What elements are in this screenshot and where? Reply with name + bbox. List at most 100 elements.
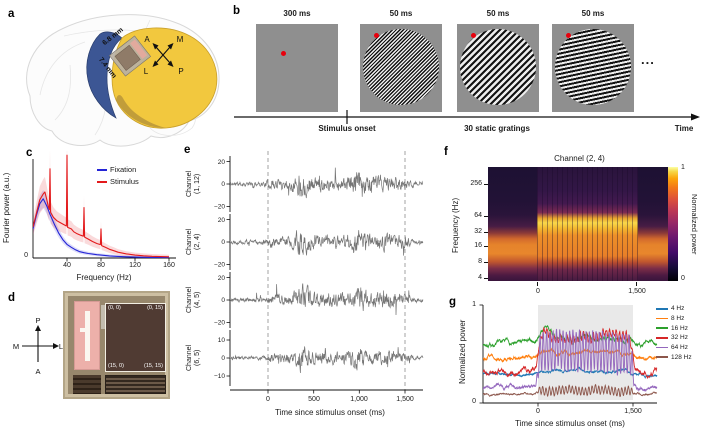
e-xtick-label: 0	[266, 396, 270, 403]
channel-word: Channel	[186, 286, 193, 314]
compass-l-label: L	[144, 67, 149, 76]
legend-swatch	[656, 337, 668, 339]
frame-duration-label: 50 ms	[581, 9, 605, 18]
chip-photograph: (0, 0) (0, 15) (15, 0) (15, 15)	[63, 291, 170, 399]
e-xtick-label: 1,500	[396, 396, 414, 403]
legend-item-4hz: 4 Hz	[656, 304, 692, 314]
e-xtick-label: 1,000	[350, 396, 368, 403]
grating-patch	[363, 29, 439, 105]
c-x-axis-label: Frequency (Hz)	[76, 273, 132, 282]
implant-chip	[108, 35, 152, 77]
legend-label: 128 Hz	[671, 353, 692, 361]
compass-p-label: P	[35, 316, 40, 325]
e-channel-label: Channel (1, 12)	[186, 156, 202, 212]
chip-slot	[85, 311, 90, 361]
gratings-count-label: 30 static gratings	[464, 124, 530, 133]
lfp-trace-3	[229, 346, 424, 374]
orientation-compass-d: P A M L	[13, 316, 63, 376]
f-ytick-mark	[484, 246, 488, 247]
legend-label: 4 Hz	[671, 305, 685, 313]
normalized-power-plot	[479, 304, 658, 407]
fixation-curve	[33, 198, 169, 258]
panel-label-f: f	[444, 146, 448, 158]
power-trace-128hz	[483, 383, 658, 398]
panel-label-c: c	[26, 147, 33, 159]
fixation-dot	[374, 33, 379, 38]
legend-swatch	[656, 327, 668, 330]
lfp-traces-plot: 20 0 −20 20 0 −20 20 0 −20 10 0 −10	[214, 151, 424, 394]
legend-swatch	[656, 317, 668, 320]
legend-item-32hz: 32 Hz	[656, 333, 692, 343]
panel-label-b: b	[233, 5, 241, 17]
f-ytick-label: 64	[474, 212, 482, 219]
timeline	[234, 110, 700, 124]
e-ytick-label: 0	[221, 181, 225, 188]
fixation-dot	[281, 51, 286, 56]
e-ytick-label: 10	[218, 337, 226, 344]
e-ytick-label: 0	[221, 297, 225, 304]
compass-a-label: A	[144, 35, 150, 44]
compass-a-label: A	[35, 367, 40, 376]
v1-shadow	[116, 95, 166, 128]
spectrogram-striations	[537, 167, 639, 281]
stimulus-frame-grating-2	[457, 24, 539, 112]
stimulus-frame-grating-1	[360, 24, 442, 112]
panel-label-g: g	[449, 296, 457, 308]
grating-patch	[460, 29, 536, 105]
colorbar-label: Normalized power	[690, 193, 699, 255]
channel-word: Channel	[186, 170, 193, 198]
chip-circuitry-blocks	[73, 375, 101, 394]
brain-schematic: 6.8 mm 7.4 mm A M L P	[26, 14, 220, 147]
g-xtick-label: 1,500	[624, 408, 642, 415]
orientation-compass-a	[152, 43, 174, 67]
power-trace-64hz	[483, 328, 658, 393]
legend-swatch	[656, 356, 668, 359]
compass-l-label: L	[59, 342, 63, 351]
g-y-axis-label: Normalized power	[458, 319, 467, 385]
legend-label: 8 Hz	[671, 315, 685, 323]
f-xtick-label: 0	[536, 288, 540, 295]
e-ytick-label: 0	[221, 239, 225, 246]
stimulus-legend-swatch	[97, 181, 107, 183]
e-ytick-label: −20	[214, 204, 225, 211]
compass-p-label: P	[178, 67, 183, 76]
f-ytick-label: 8	[478, 258, 482, 265]
c-xtick-label: 40	[63, 262, 71, 269]
channel-id: (4, 5)	[194, 291, 202, 309]
electrode-array-region: (0, 0) (0, 15) (15, 0) (15, 15)	[105, 303, 166, 372]
g-legend: 4 Hz 8 Hz 16 Hz 32 Hz 64 Hz 128 Hz	[656, 304, 692, 362]
array-corner-label: (0, 15)	[147, 305, 163, 311]
f-xtick-mark	[636, 282, 637, 286]
g-x-axis-label: Time since stimulus onset (ms)	[515, 419, 625, 428]
stimulus-frame-blank	[256, 24, 338, 112]
f-ytick-mark	[484, 262, 488, 263]
f-y-axis-label: Frequency (Hz)	[451, 197, 460, 253]
grating-patch	[555, 29, 631, 105]
fourier-power-plot	[32, 151, 176, 262]
chip-slot-notch	[80, 328, 90, 332]
power-trace-4hz	[483, 366, 658, 380]
e-channel-label: Channel (4, 5)	[186, 272, 202, 328]
lfp-trace-2	[229, 283, 424, 316]
e-channel-label: Channel (2, 4)	[186, 214, 202, 270]
channel-word: Channel	[186, 228, 193, 256]
legend-swatch	[656, 307, 668, 310]
legend-item-8hz: 8 Hz	[656, 314, 692, 324]
legend-label: 32 Hz	[671, 334, 688, 342]
compass-m-label: M	[13, 342, 19, 351]
c-xtick-label: 80	[97, 262, 105, 269]
f-ytick-label: 16	[474, 242, 482, 249]
chip-circuitry-strip	[105, 375, 166, 394]
frame-duration-label: 50 ms	[389, 9, 413, 18]
g-ytick-label: 0	[472, 398, 476, 405]
fixation-legend-label: Fixation	[110, 165, 137, 174]
stimulus-frame-grating-3	[552, 24, 634, 112]
legend-item-128hz: 128 Hz	[656, 352, 692, 362]
array-corner-label: (15, 0)	[108, 362, 124, 369]
spectrogram-stimulus-power	[537, 167, 639, 281]
channel-id: (1, 12)	[194, 173, 202, 195]
f-xtick-mark	[537, 282, 538, 286]
legend-item-64hz: 64 Hz	[656, 343, 692, 353]
fixation-dot	[471, 33, 476, 38]
